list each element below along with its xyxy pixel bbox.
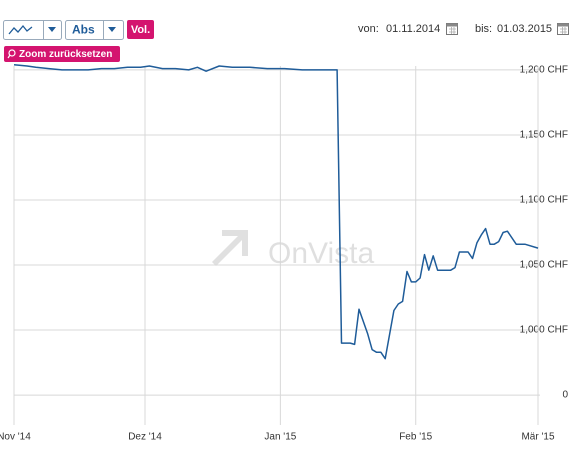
scale-dropdown[interactable]: Abs (65, 20, 124, 40)
volume-button[interactable]: Vol. (127, 20, 154, 39)
zoom-reset-button[interactable]: Zoom zurücksetzen (4, 46, 120, 62)
from-date[interactable]: 01.11.2014 (386, 23, 440, 35)
to-date[interactable]: 01.03.2015 (497, 23, 552, 35)
watermark-text: OnVista (268, 237, 374, 270)
x-tick-label: Dez '14 (128, 432, 162, 443)
y-tick-label: 1,100 CHF (520, 195, 568, 206)
y-tick-label: 1,050 CHF (520, 260, 568, 271)
scale-label: Abs (72, 23, 95, 37)
volume-label: Vol. (131, 24, 150, 36)
to-label: bis: (475, 23, 492, 35)
chart-type-dropdown[interactable] (3, 20, 62, 40)
calendar-icon[interactable] (446, 23, 458, 35)
y-tick-label: 1,150 CHF (520, 130, 568, 141)
zoom-label: Zoom zurücksetzen (19, 49, 112, 60)
y-tick-label: 1,200 CHF (520, 65, 568, 76)
x-tick-label: Nov '14 (0, 432, 31, 443)
y-tick-label: 0 (562, 390, 568, 401)
x-tick-label: Jan '15 (264, 432, 296, 443)
price-line (13, 63, 539, 360)
from-label: von: (358, 23, 379, 35)
calendar-icon[interactable] (557, 23, 569, 35)
y-tick-label: 1,000 CHF (520, 325, 568, 336)
watermark: OnVista (212, 230, 374, 270)
x-tick-label: Feb '15 (399, 432, 432, 443)
x-tick-label: Mär '15 (521, 432, 554, 443)
